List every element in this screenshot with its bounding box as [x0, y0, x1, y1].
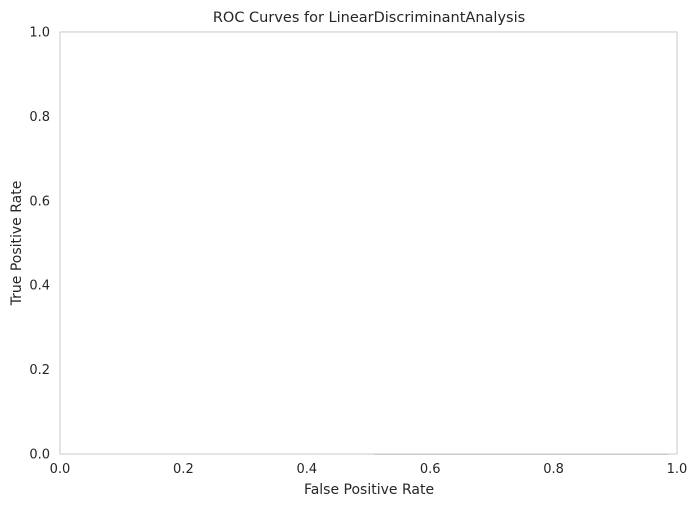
x-tick-label: 1.0: [667, 462, 688, 477]
x-axis: 0.0 0.2 0.4 0.6 0.8 1.0: [50, 462, 688, 477]
x-tick-label: 0.4: [296, 462, 317, 477]
y-tick-label: 0.4: [29, 279, 50, 294]
y-axis-label: True Positive Rate: [9, 181, 25, 307]
y-tick-label: 0.8: [29, 110, 50, 125]
x-tick-label: 0.2: [173, 462, 194, 477]
x-axis-label: False Positive Rate: [304, 482, 434, 498]
plot-area: [59, 31, 678, 455]
y-tick-label: 1.0: [29, 26, 50, 41]
plot-frame: [59, 31, 678, 455]
y-tick-label: 0.0: [29, 448, 50, 463]
y-tick-label: 0.2: [29, 363, 50, 378]
y-tick-label: 0.6: [29, 194, 50, 209]
x-tick-label: 0.0: [50, 462, 71, 477]
y-axis: 0.0 0.2 0.4 0.6 0.8 1.0: [29, 26, 50, 463]
chart-title: ROC Curves for LinearDiscriminantAnalysi…: [213, 10, 525, 26]
x-tick-label: 0.6: [420, 462, 441, 477]
x-tick-label: 0.8: [543, 462, 564, 477]
